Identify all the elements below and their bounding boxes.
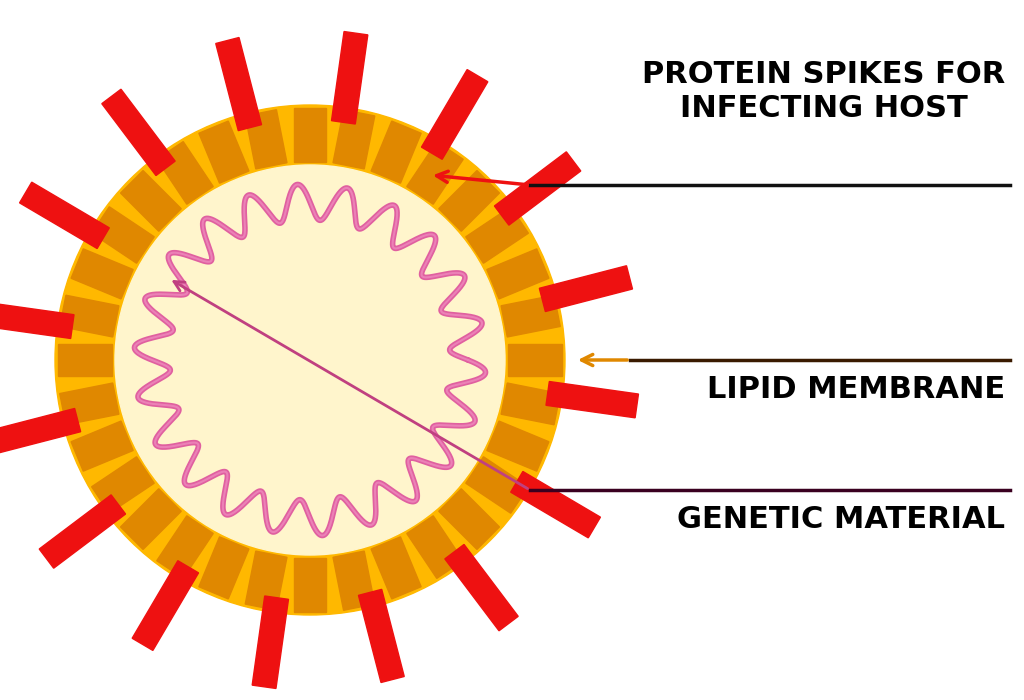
Polygon shape bbox=[39, 495, 126, 568]
Polygon shape bbox=[121, 171, 181, 231]
Polygon shape bbox=[438, 489, 500, 550]
Polygon shape bbox=[466, 457, 528, 513]
Polygon shape bbox=[546, 382, 638, 418]
Polygon shape bbox=[252, 596, 289, 689]
Polygon shape bbox=[0, 409, 81, 454]
Polygon shape bbox=[371, 121, 421, 183]
Polygon shape bbox=[333, 551, 375, 610]
Circle shape bbox=[55, 105, 565, 615]
Polygon shape bbox=[199, 121, 249, 183]
Text: LIPID MEMBRANE: LIPID MEMBRANE bbox=[707, 375, 1005, 404]
Polygon shape bbox=[540, 266, 633, 312]
Polygon shape bbox=[511, 472, 600, 538]
Polygon shape bbox=[444, 545, 518, 631]
Polygon shape bbox=[486, 249, 549, 299]
Polygon shape bbox=[495, 152, 581, 225]
Polygon shape bbox=[101, 89, 175, 176]
Polygon shape bbox=[294, 558, 326, 612]
Polygon shape bbox=[132, 561, 199, 650]
Polygon shape bbox=[332, 32, 368, 124]
Circle shape bbox=[115, 165, 505, 555]
Polygon shape bbox=[438, 171, 500, 231]
Polygon shape bbox=[91, 457, 155, 513]
Polygon shape bbox=[407, 516, 463, 578]
Polygon shape bbox=[0, 302, 74, 339]
Polygon shape bbox=[58, 344, 112, 376]
Polygon shape bbox=[501, 295, 560, 337]
Polygon shape bbox=[422, 69, 487, 160]
Polygon shape bbox=[199, 537, 249, 599]
Polygon shape bbox=[59, 383, 119, 425]
Polygon shape bbox=[501, 383, 560, 425]
Polygon shape bbox=[71, 249, 133, 299]
Polygon shape bbox=[216, 38, 261, 131]
Polygon shape bbox=[486, 421, 549, 471]
Polygon shape bbox=[245, 110, 287, 169]
Polygon shape bbox=[19, 182, 110, 248]
Polygon shape bbox=[157, 141, 213, 204]
Polygon shape bbox=[59, 295, 119, 337]
Polygon shape bbox=[371, 537, 421, 599]
Polygon shape bbox=[91, 206, 155, 263]
Text: GENETIC MATERIAL: GENETIC MATERIAL bbox=[677, 505, 1005, 534]
Polygon shape bbox=[157, 516, 213, 578]
Polygon shape bbox=[121, 489, 181, 550]
Text: PROTEIN SPIKES FOR
INFECTING HOST: PROTEIN SPIKES FOR INFECTING HOST bbox=[642, 60, 1005, 122]
Polygon shape bbox=[245, 551, 287, 610]
Polygon shape bbox=[466, 206, 528, 263]
Polygon shape bbox=[508, 344, 562, 376]
Polygon shape bbox=[358, 589, 404, 682]
Polygon shape bbox=[407, 141, 463, 204]
Polygon shape bbox=[294, 108, 326, 162]
Polygon shape bbox=[333, 110, 375, 169]
Polygon shape bbox=[71, 421, 133, 471]
